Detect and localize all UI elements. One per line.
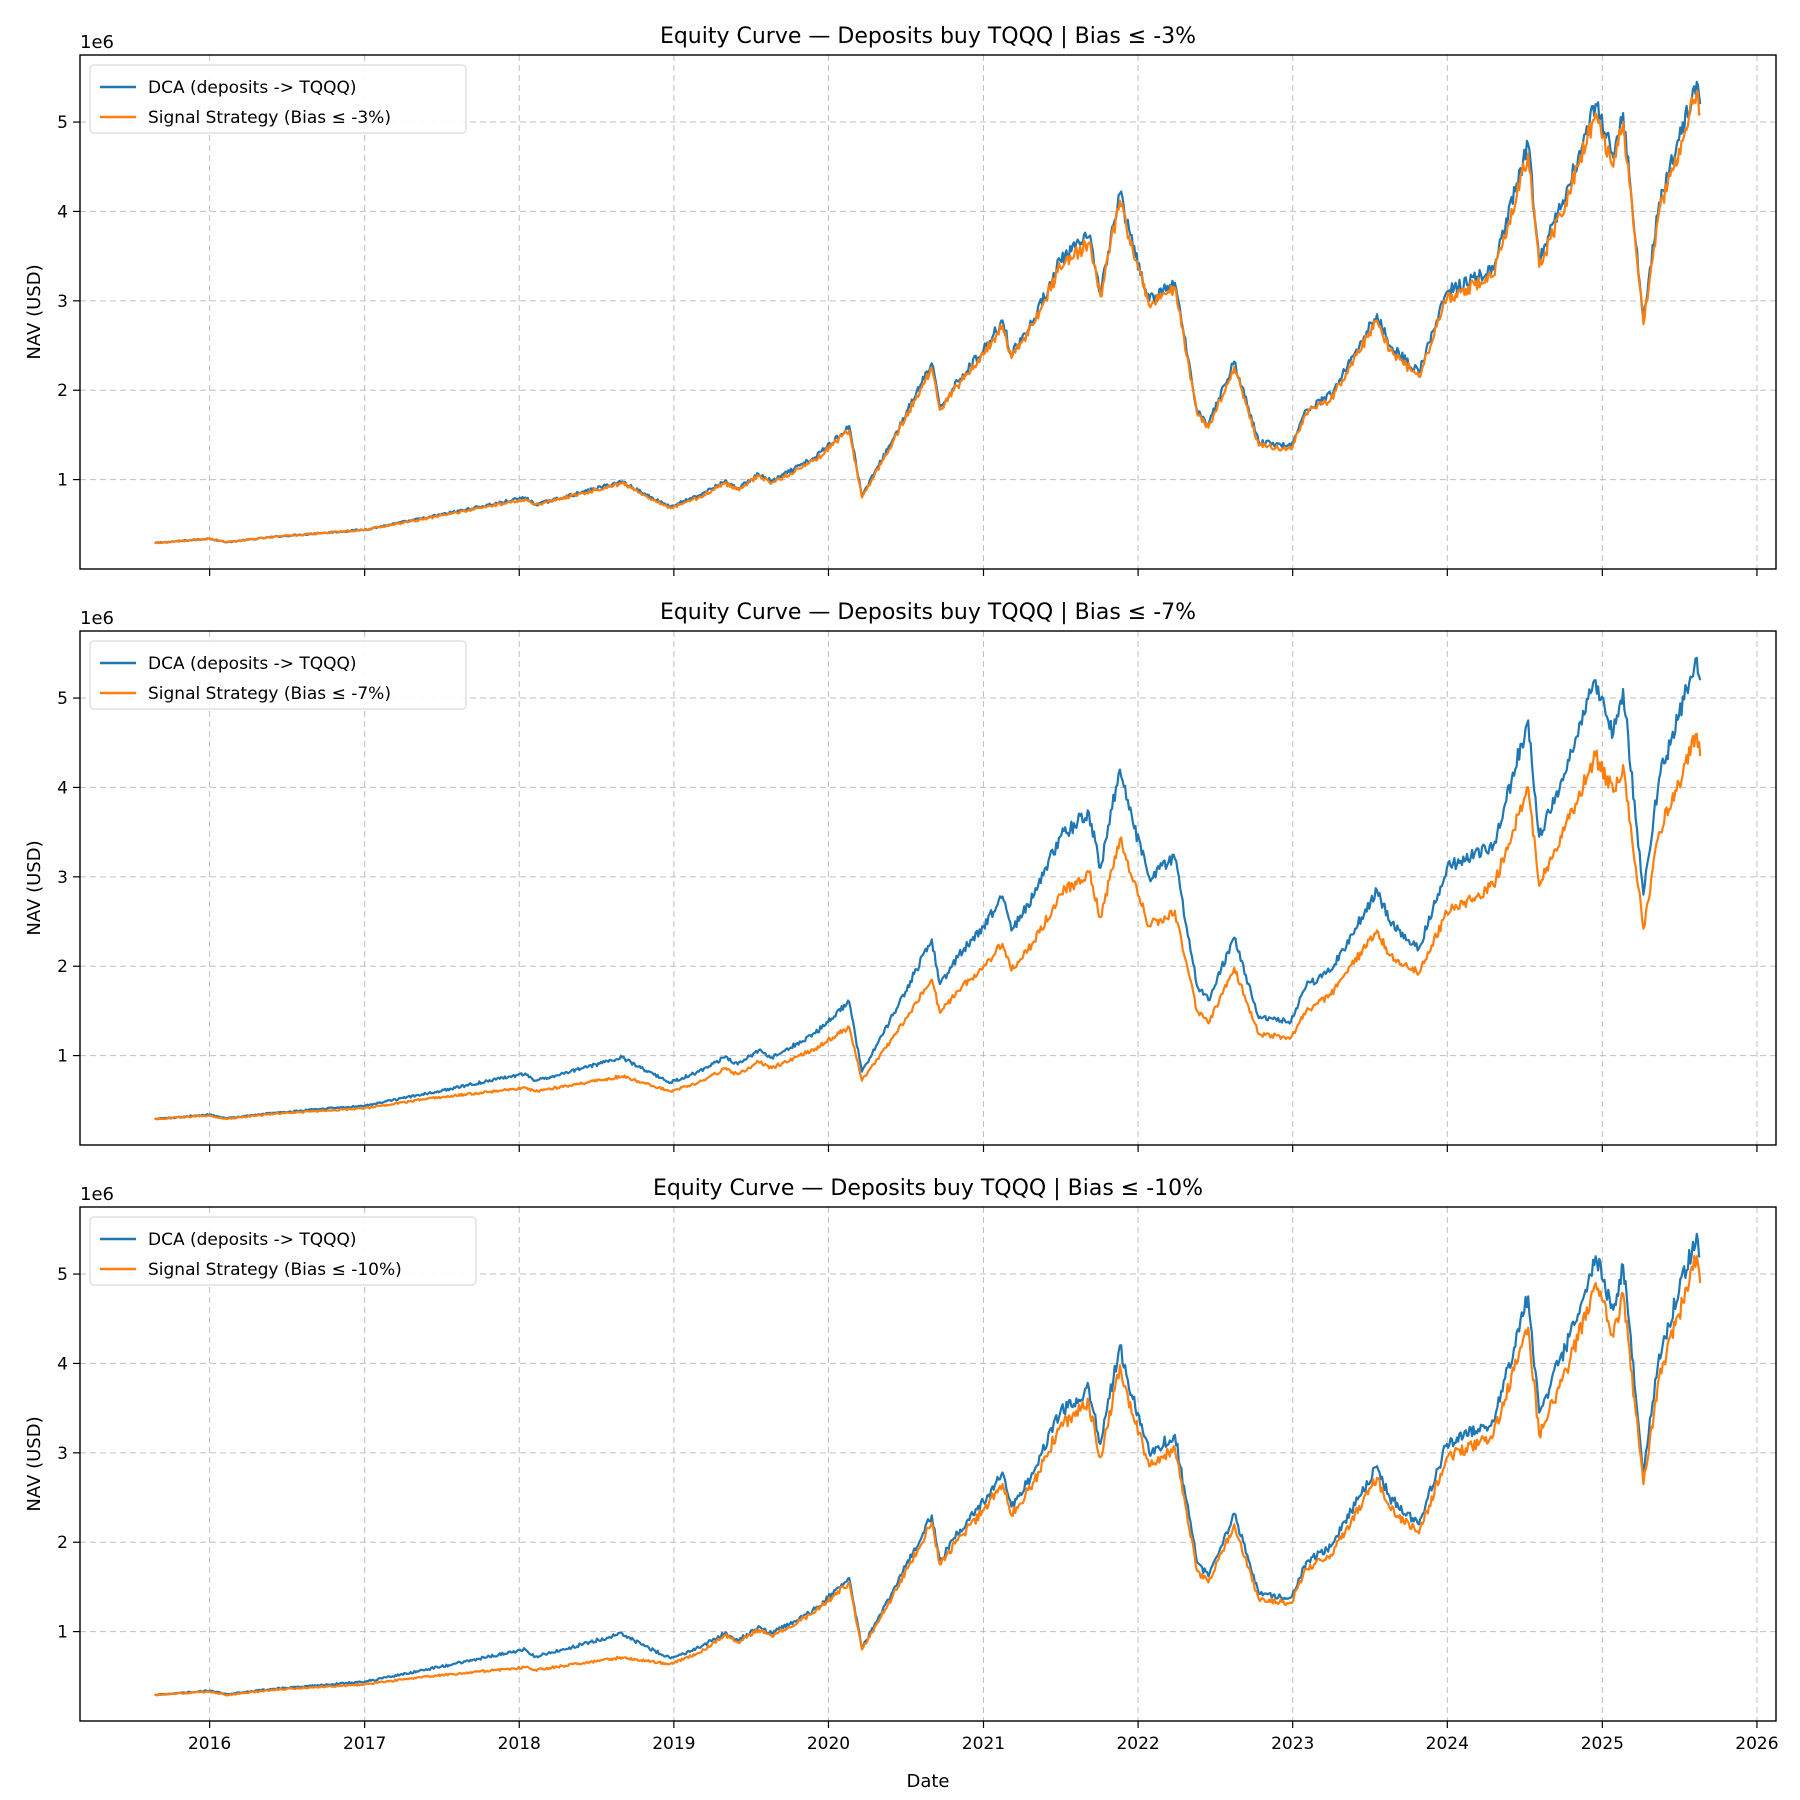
y-tick-label: 3 xyxy=(57,1444,68,1464)
y-tick-label: 1 xyxy=(57,471,68,491)
y-axis: 1 2 3 4 5 xyxy=(57,113,80,491)
dca-series-line xyxy=(154,1232,1701,1697)
dca-series-line xyxy=(154,656,1702,1121)
legend-label: Signal Strategy (Bias ≤ -3%) xyxy=(148,108,391,128)
y-offset-label: 1e6 xyxy=(80,32,114,53)
x-tick-label: 2022 xyxy=(1116,1734,1159,1754)
y-axis-label: NAV (USD) xyxy=(24,264,45,359)
plot-frame xyxy=(79,1206,1777,1722)
y-tick-label: 3 xyxy=(57,292,68,312)
x-tick-label: 2020 xyxy=(807,1734,850,1754)
legend-label: DCA (deposits -> TQQQ) xyxy=(148,78,357,98)
legend-box xyxy=(89,64,467,134)
x-tick-label: 2023 xyxy=(1271,1734,1314,1754)
chart-title: Equity Curve — Deposits buy TQQQ | Bias … xyxy=(660,24,1196,49)
y-tick-label: 2 xyxy=(57,381,68,401)
chart-title: Equity Curve — Deposits buy TQQQ | Bias … xyxy=(660,600,1196,625)
x-tick-label: 2018 xyxy=(498,1734,541,1754)
x-axis: 2016 2017 2018 2019 2020 2021 2022 2023 2024 2025… xyxy=(188,1721,1779,1754)
y-tick-label: 5 xyxy=(57,113,68,133)
y-axis: 1 2 3 4 5 xyxy=(57,1265,80,1643)
x-tick-label: 2025 xyxy=(1581,1734,1624,1754)
y-axis-label: NAV (USD) xyxy=(24,1416,45,1511)
y-axis-label: NAV (USD) xyxy=(24,840,45,935)
legend-label: DCA (deposits -> TQQQ) xyxy=(148,1230,357,1250)
x-tick-label: 2021 xyxy=(962,1734,1005,1754)
y-tick-label: 5 xyxy=(57,689,68,709)
y-tick-label: 1 xyxy=(57,1623,68,1643)
chart-panel-3: 2016 2017 2018 2019 2020 2021 2022 2023 2024 2025… xyxy=(24,1176,1779,1754)
x-tick-label: 2019 xyxy=(652,1734,695,1754)
plot-frame xyxy=(79,630,1777,1146)
chart-title: Equity Curve — Deposits buy TQQQ | Bias … xyxy=(653,1176,1203,1201)
x-tick-label: 2016 xyxy=(188,1734,231,1754)
legend-label: DCA (deposits -> TQQQ) xyxy=(148,654,357,674)
y-tick-label: 4 xyxy=(57,202,68,222)
legend: DCA (deposits -> TQQQ) Signal Strategy (B… xyxy=(89,640,467,710)
signal-series-line xyxy=(154,732,1702,1121)
signal-series-line xyxy=(154,89,1702,545)
series-group xyxy=(154,80,1702,545)
x-tick-label: 2017 xyxy=(343,1734,386,1754)
y-tick-label: 4 xyxy=(57,778,68,798)
legend-box xyxy=(89,1216,477,1286)
series-group xyxy=(154,656,1702,1121)
y-tick-label: 5 xyxy=(57,1265,68,1285)
legend-box xyxy=(89,640,467,710)
chart-panel-2: 1 2 3 4 5 1e6 NAV (USD) Equity Curve — Deposits… xyxy=(24,600,1777,1152)
y-offset-label: 1e6 xyxy=(80,1184,114,1205)
plot-frame xyxy=(79,54,1777,570)
y-tick-label: 2 xyxy=(57,1533,68,1553)
x-axis xyxy=(209,1145,1758,1152)
y-tick-label: 1 xyxy=(57,1047,68,1067)
series-group xyxy=(154,1232,1702,1697)
x-tick-label: 2024 xyxy=(1426,1734,1469,1754)
x-tick-label: 2026 xyxy=(1735,1734,1778,1754)
legend: DCA (deposits -> TQQQ) Signal Strategy (B… xyxy=(89,1216,477,1286)
legend-label: Signal Strategy (Bias ≤ -10%) xyxy=(148,1260,402,1280)
y-offset-label: 1e6 xyxy=(80,608,114,629)
y-axis: 1 2 3 4 5 xyxy=(57,689,80,1067)
x-axis-label: Date xyxy=(906,1771,949,1792)
y-tick-label: 3 xyxy=(57,868,68,888)
legend: DCA (deposits -> TQQQ) Signal Strategy (B… xyxy=(89,64,467,134)
x-axis xyxy=(209,569,1758,576)
y-tick-label: 4 xyxy=(57,1354,68,1374)
legend-label: Signal Strategy (Bias ≤ -7%) xyxy=(148,684,391,704)
y-tick-label: 2 xyxy=(57,957,68,977)
grid xyxy=(80,631,1776,1145)
signal-series-line xyxy=(154,1254,1702,1697)
chart-panel-1: 1 2 3 4 5 1e6 NAV (USD) Equity Curve — Deposits… xyxy=(24,24,1777,576)
